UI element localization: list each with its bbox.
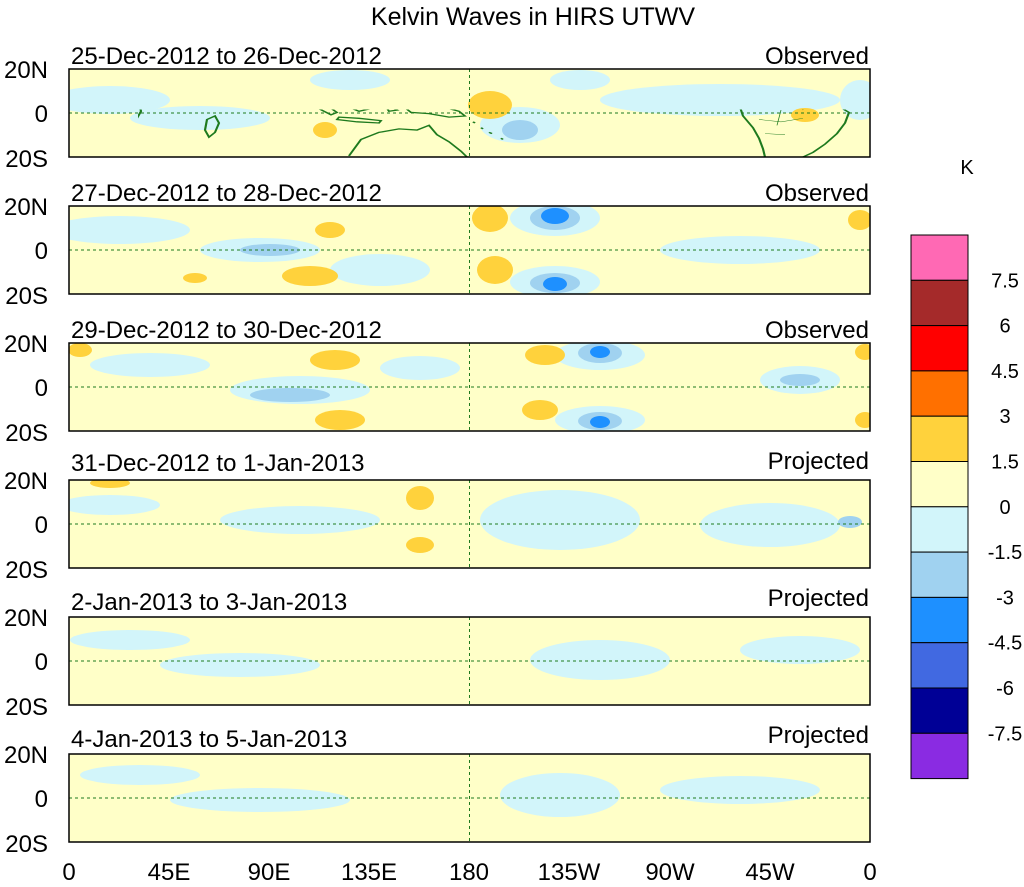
lon-label: 45E xyxy=(148,859,191,886)
colorbar-tick-label: -7.5 xyxy=(988,723,1022,745)
lon-label: 0 xyxy=(863,859,876,886)
colorbar-swatch xyxy=(910,325,969,372)
lon-label: 180 xyxy=(449,859,489,886)
lat-label: 0 xyxy=(35,649,48,676)
lat-label: 20S xyxy=(5,831,48,858)
colorbar-tick-label: 6 xyxy=(999,316,1010,338)
colorbar-tick-label: 0 xyxy=(999,497,1010,519)
lat-label: 20S xyxy=(5,694,48,721)
lat-label: 0 xyxy=(35,375,48,402)
colorbar-tick-label: 7.5 xyxy=(991,270,1019,292)
colorbar: 7.5 6 4.5 3 1.5 0 -1.5 -3 -4.5 -6 -7.5 xyxy=(910,234,1022,780)
colorbar-swatch xyxy=(910,415,969,463)
lon-label: 135E xyxy=(341,859,397,886)
panel-kind: Observed xyxy=(765,43,869,70)
lat-label: 20S xyxy=(5,146,48,173)
lat-label: 0 xyxy=(35,786,48,813)
colorbar-tick-label: 3 xyxy=(999,406,1010,428)
figure-title: Kelvin Waves in HIRS UTWV xyxy=(371,3,695,31)
panel-date-range: 29-Dec-2012 to 30-Dec-2012 xyxy=(71,317,382,344)
lat-label: 20N xyxy=(4,468,48,495)
lat-label: 20S xyxy=(5,557,48,584)
lat-label: 20N xyxy=(4,331,48,358)
colorbar-tick-label: 1.5 xyxy=(991,452,1019,474)
lon-label: 0 xyxy=(62,859,75,886)
longitude-labels: 0 45E 90E 135E 180 135W 90W 45W 0 xyxy=(62,859,876,886)
lon-label: 135W xyxy=(538,859,601,886)
lat-label: 20N xyxy=(4,605,48,632)
colorbar-swatch xyxy=(910,279,969,327)
colorbar-swatch xyxy=(910,732,969,780)
panel-date-range: 25-Dec-2012 to 26-Dec-2012 xyxy=(71,43,382,70)
map-panel xyxy=(68,205,871,295)
colorbar-tick-label: 4.5 xyxy=(991,361,1019,383)
colorbar-swatch xyxy=(910,687,969,734)
colorbar-unit: K xyxy=(960,157,974,179)
lon-label: 45W xyxy=(745,859,795,886)
colorbar-swatch xyxy=(910,506,969,553)
colorbar-swatch xyxy=(910,234,969,281)
panel-date-range: 31-Dec-2012 to 1-Jan-2013 xyxy=(71,450,365,477)
panel-date-range: 27-Dec-2012 to 28-Dec-2012 xyxy=(71,180,382,207)
colorbar-tick-label: -1.5 xyxy=(988,542,1022,564)
lon-label: 90W xyxy=(645,859,695,886)
lat-label: 20N xyxy=(4,57,48,84)
panel-kind: Projected xyxy=(768,448,869,475)
map-panel xyxy=(68,479,871,569)
panel-kind: Observed xyxy=(765,317,869,344)
lat-label: 0 xyxy=(35,512,48,539)
colorbar-tick-label: -4.5 xyxy=(988,633,1022,655)
latitude-labels: 20N 0 20S 20N 0 20S 20N 0 20S 20N 0 20S … xyxy=(4,57,48,858)
colorbar-swatch xyxy=(910,370,969,417)
colorbar-swatch xyxy=(910,551,969,598)
map-panel xyxy=(68,68,872,159)
panel-kind: Observed xyxy=(765,180,869,207)
panel-kind: Projected xyxy=(768,722,869,749)
panel-date-range: 2-Jan-2013 to 3-Jan-2013 xyxy=(71,589,347,616)
map-panel xyxy=(68,342,871,432)
panel-kind: Projected xyxy=(768,585,869,612)
lat-label: 20N xyxy=(4,742,48,769)
colorbar-swatch xyxy=(910,461,969,508)
map-panel xyxy=(68,753,871,843)
map-panel xyxy=(68,616,871,706)
colorbar-tick-label: -6 xyxy=(996,678,1014,700)
lat-label: 0 xyxy=(35,101,48,128)
colorbar-swatch xyxy=(910,642,969,689)
lat-label: 0 xyxy=(35,238,48,265)
lat-label: 20N xyxy=(4,194,48,221)
panel-date-range: 4-Jan-2013 to 5-Jan-2013 xyxy=(71,726,347,753)
lat-label: 20S xyxy=(5,283,48,310)
colorbar-tick-label: -3 xyxy=(996,587,1014,609)
lon-label: 90E xyxy=(248,859,291,886)
lat-label: 20S xyxy=(5,420,48,447)
colorbar-swatch xyxy=(910,596,969,644)
